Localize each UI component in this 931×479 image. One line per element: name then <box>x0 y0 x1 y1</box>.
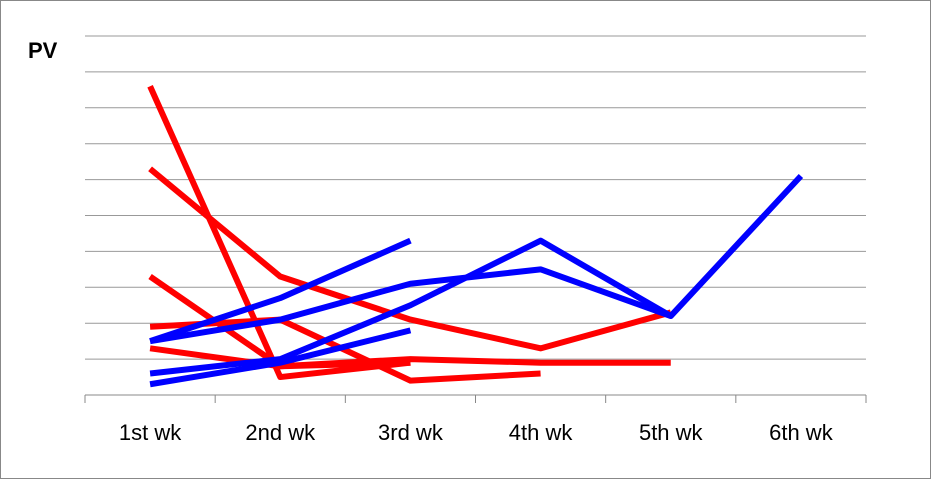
x-tick-label: 3rd wk <box>378 420 444 445</box>
series-line <box>149 327 412 388</box>
series-line <box>149 345 411 370</box>
x-tick-label: 1st wk <box>119 420 182 445</box>
series-line <box>148 166 672 352</box>
series-line <box>149 237 412 344</box>
chart-title: PV <box>28 38 58 63</box>
x-tick-label: 2nd wk <box>245 420 316 445</box>
x-tick-label: 6th wk <box>769 420 834 445</box>
x-tick-label: 4th wk <box>509 420 574 445</box>
series-line <box>147 85 411 381</box>
series-line <box>148 274 671 370</box>
series-line <box>149 173 804 345</box>
x-tick-label: 5th wk <box>639 420 704 445</box>
series-line <box>149 237 673 377</box>
